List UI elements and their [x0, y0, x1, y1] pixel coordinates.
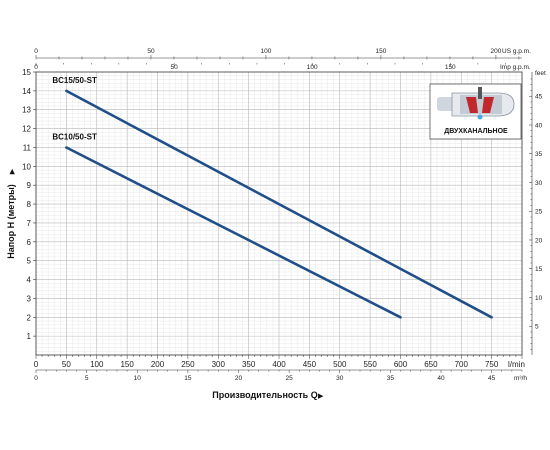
y-tick-label: 9 [27, 181, 32, 190]
x-tick-label: 750 [485, 360, 499, 369]
x-axis-title: Производительность Q [212, 390, 317, 400]
series-lines [65, 89, 493, 319]
x-axis-unit: l/min [508, 360, 525, 369]
m3h-tick-label: 15 [184, 375, 192, 382]
x-tick-label: 300 [212, 360, 226, 369]
x-tick-label: 600 [394, 360, 408, 369]
us-gpm-tick-label: 100 [261, 48, 272, 55]
y-tick-label: 8 [27, 200, 32, 209]
y-tick-label: 2 [27, 313, 32, 322]
imp-gpm-tick-label: 100 [307, 64, 318, 71]
feet-tick-label: 10 [535, 295, 543, 302]
m3h-tick-label: 30 [336, 375, 344, 382]
y-tick-label: 14 [22, 87, 31, 96]
feet-tick-label: 20 [535, 237, 543, 244]
feet-tick-label: 35 [535, 151, 543, 158]
y-tick-label: 15 [22, 68, 31, 77]
x-tick-label: 50 [62, 360, 71, 369]
us-gpm-axis-unit: US g.p.m. [502, 48, 531, 55]
major-grid [36, 72, 522, 355]
impeller-inset: ДВУХКАНАЛЬНОЕ [429, 83, 522, 140]
x-tick-label: 400 [272, 360, 286, 369]
x-tick-label: 200 [151, 360, 165, 369]
y-tick-label: 10 [22, 162, 31, 171]
imp-gpm-tick-label: 0 [34, 64, 38, 71]
y-tick-label: 13 [22, 106, 31, 115]
series-label-bc15-50-st: BC15/50-ST [52, 76, 97, 85]
m3h-tick-label: 5 [85, 375, 89, 382]
series-labels: BC15/50-ST BC10/50-ST [52, 76, 97, 142]
x-tick-label: 250 [181, 360, 195, 369]
x-axis-ticks: 0 50 100 150 200 250 300 350 400 450 500 550 600 650 7… [34, 355, 523, 369]
x-tick-label: 0 [34, 360, 39, 369]
feet-tick-label: 30 [535, 180, 543, 187]
m3h-tick-label: 35 [387, 375, 395, 382]
imp-gpm-tick-label: 50 [170, 64, 178, 71]
m3h-tick-label: 40 [437, 375, 445, 382]
feet-tick-label: 5 [535, 324, 539, 331]
m3h-tick-label: 10 [134, 375, 142, 382]
y-tick-label: 11 [23, 143, 32, 152]
m3h-tick-label: 45 [488, 375, 496, 382]
us-gpm-tick-label: 0 [34, 48, 38, 55]
m3h-axis-ticks: 0 5 10 15 20 25 30 35 40 45 [34, 369, 523, 382]
us-gpm-tick-label: 50 [147, 48, 155, 55]
y-axis-arrow: ▶ [8, 168, 16, 174]
us-gpm-tick-label: 150 [376, 48, 387, 55]
y-tick-label: 3 [27, 294, 32, 303]
imp-gpm-tick-label: 150 [445, 64, 456, 71]
x-tick-label: 700 [455, 360, 469, 369]
m3h-tick-label: 20 [235, 375, 243, 382]
feet-axis-unit: feet [535, 70, 546, 77]
y-tick-label: 5 [27, 257, 32, 266]
x-tick-label: 500 [333, 360, 347, 369]
series-line-bc15-50-st [65, 89, 493, 319]
y-tick-label: 4 [27, 276, 32, 285]
m3h-axis-unit: m³/h [514, 375, 527, 382]
top-axes: 0 50 100 150 200 0 50 100 150 [34, 48, 522, 71]
m3h-tick-label: 25 [286, 375, 294, 382]
y-tick-label: 12 [22, 125, 31, 134]
m3h-tick-label: 0 [34, 375, 38, 382]
us-gpm-tick-label: 200 [490, 48, 501, 55]
y-axis-title: Напор H (метры) [6, 184, 16, 259]
feet-tick-label: 40 [535, 122, 543, 129]
x-axis-arrow: ▶ [318, 392, 324, 400]
dual-channel-impeller-icon [437, 87, 515, 120]
y-tick-label: 7 [27, 219, 32, 228]
x-tick-label: 650 [424, 360, 438, 369]
x-tick-label: 350 [242, 360, 256, 369]
feet-tick-label: 25 [535, 209, 543, 216]
x-tick-label: 550 [363, 360, 377, 369]
y-tick-label: 1 [27, 332, 32, 341]
series-label-bc10-50-st: BC10/50-ST [52, 132, 97, 141]
x-tick-label: 150 [120, 360, 134, 369]
feet-tick-label: 45 [535, 94, 543, 101]
x-tick-label: 450 [303, 360, 317, 369]
imp-gpm-axis-unit: Imp g.p.m. [500, 64, 531, 71]
feet-axis-ticks: 5 10 15 20 25 30 35 40 45 [529, 72, 543, 355]
series-line-bc10-50-st [65, 146, 402, 319]
inset-label: ДВУХКАНАЛЬНОЕ [444, 128, 508, 135]
y-tick-label: 6 [27, 238, 32, 247]
feet-tick-label: 15 [535, 266, 543, 273]
x-tick-label: 100 [90, 360, 104, 369]
